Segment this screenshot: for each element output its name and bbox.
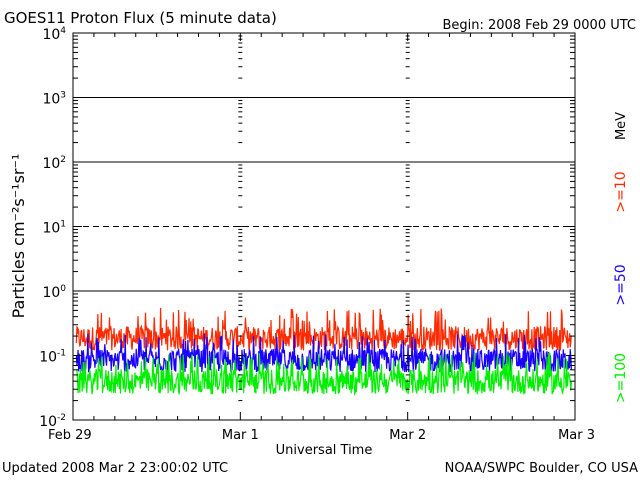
legend: MeV >=10 >=50 >=100	[613, 112, 629, 403]
x-axis-ticks: Feb 29 Mar 1 Mar 2 Mar 3	[48, 33, 595, 443]
y-tick-label: 10-2	[39, 413, 66, 430]
series-line	[76, 352, 572, 397]
x-tick-label: Feb 29	[48, 428, 92, 443]
y-tick-label: 102	[42, 155, 66, 172]
unit-label: MeV	[614, 112, 629, 140]
legend-entry: >=50	[613, 264, 629, 305]
begin-time: Begin: 2008 Feb 29 0000 UTC	[442, 18, 636, 33]
legend-entry: >=10	[613, 171, 629, 212]
x-tick-label: Mar 2	[389, 428, 426, 443]
chart-title: GOES11 Proton Flux (5 minute data)	[4, 9, 277, 27]
x-axis-label: Universal Time	[276, 443, 373, 458]
y-axis-ticks: 10-2 10-1 100 101 102 103 104	[39, 26, 575, 430]
gridlines	[73, 97, 575, 292]
y-tick-label: 101	[42, 220, 66, 237]
legend-entry: >=100	[613, 353, 629, 403]
x-tick-label: Mar 1	[222, 428, 259, 443]
y-tick-label: 100	[42, 284, 66, 301]
series-line	[75, 333, 572, 373]
y-tick-label: 103	[42, 91, 66, 108]
series-group	[75, 307, 572, 397]
y-axis-label: Particles cm⁻²s⁻¹sr⁻¹	[9, 154, 28, 319]
y-tick-label: 10-1	[39, 349, 66, 366]
y-tick-label: 104	[42, 26, 66, 43]
data-source: NOAA/SWPC Boulder, CO USA	[445, 461, 638, 476]
x-tick-label: Mar 3	[558, 428, 595, 443]
updated-time: Updated 2008 Mar 2 23:00:02 UTC	[2, 461, 228, 476]
